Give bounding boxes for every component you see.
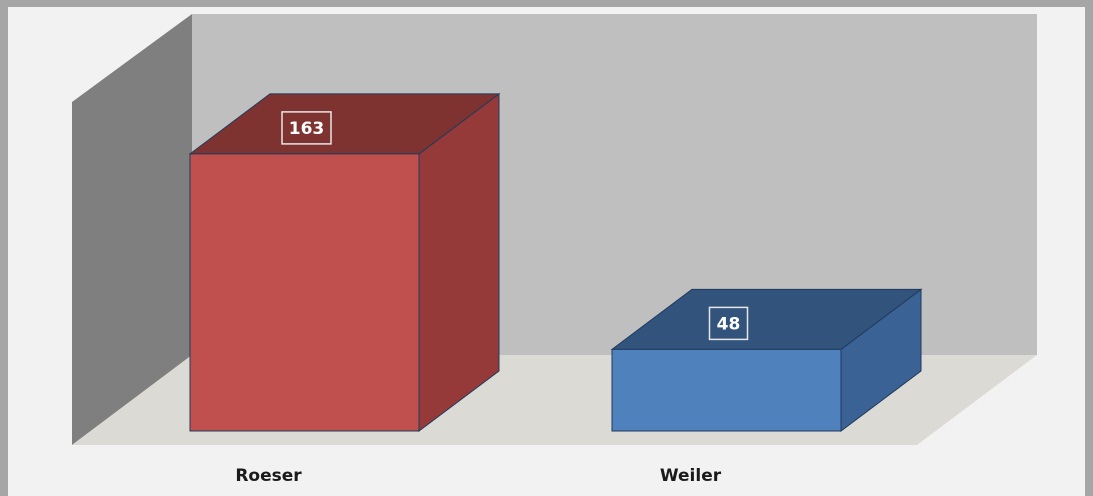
value-label-box-weiler [708, 306, 749, 341]
bar-roeser [188, 92, 501, 432]
value-label-roeser: 163 [289, 119, 325, 139]
category-label-roeser: Roeser [235, 466, 302, 486]
bar-front-weiler [611, 348, 842, 432]
bar-weiler [610, 288, 923, 432]
bar-front-roeser [189, 153, 420, 432]
value-label-weiler: 48 [717, 314, 741, 334]
category-label-weiler: Weiler [660, 466, 722, 486]
side-wall [72, 14, 192, 445]
value-label-box-roeser [281, 111, 332, 145]
labels-group: 163 Roeser 48 Weiler [235, 111, 749, 486]
bars-group [188, 92, 923, 432]
